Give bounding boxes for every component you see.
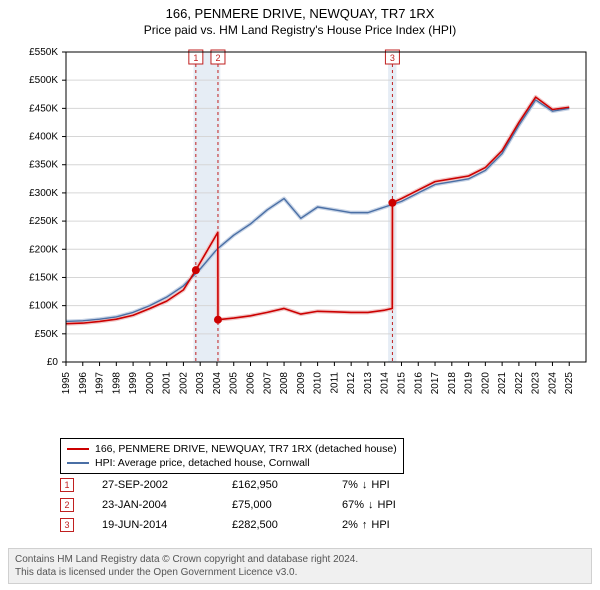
svg-text:3: 3 [390,53,395,63]
sale-diff: 67%↓HPI [342,499,432,511]
svg-text:2019: 2019 [464,372,475,395]
chart-svg: £0 £50K £100K £150K £200K £250K £300K £350K £400… [8,48,592,428]
svg-text:2008: 2008 [279,372,290,395]
sale-date: 27-SEP-2002 [102,479,232,491]
svg-text:£150K: £150K [29,272,58,283]
svg-text:£200K: £200K [29,244,58,255]
legend-row: 166, PENMERE DRIVE, NEWQUAY, TR7 1RX (de… [67,442,397,456]
svg-text:1999: 1999 [128,372,139,395]
sale-diff: 7%↓HPI [342,479,432,491]
svg-text:2001: 2001 [162,372,173,395]
svg-text:2000: 2000 [145,372,156,395]
svg-text:£50K: £50K [35,329,59,340]
svg-text:2013: 2013 [363,372,374,395]
sale-marker-box: 2 [60,498,74,512]
svg-text:2024: 2024 [547,372,558,395]
svg-text:2018: 2018 [447,372,458,395]
svg-text:2011: 2011 [329,372,340,394]
footer-line-2: This data is licensed under the Open Gov… [15,566,585,579]
svg-text:2004: 2004 [212,372,223,395]
legend-label: HPI: Average price, detached house, Corn… [95,456,310,470]
chart-container: 166, PENMERE DRIVE, NEWQUAY, TR7 1RX Pri… [0,0,600,590]
svg-text:£550K: £550K [29,48,58,58]
svg-text:2025: 2025 [564,372,575,395]
sale-diff: 2%↑HPI [342,519,432,531]
svg-text:2009: 2009 [296,372,307,395]
sale-date: 19-JUN-2014 [102,519,232,531]
legend-label: 166, PENMERE DRIVE, NEWQUAY, TR7 1RX (de… [95,442,397,456]
arrow-down-icon: ↓ [362,479,368,491]
svg-text:£0: £0 [47,357,59,368]
svg-text:2015: 2015 [396,372,407,395]
svg-text:£100K: £100K [29,301,58,312]
arrow-up-icon: ↑ [362,519,368,531]
legend: 166, PENMERE DRIVE, NEWQUAY, TR7 1RX (de… [60,438,404,474]
footer-line-1: Contains HM Land Registry data © Crown c… [15,553,585,566]
chart-subtitle: Price paid vs. HM Land Registry's House … [0,23,600,37]
svg-text:£450K: £450K [29,103,58,114]
svg-text:1998: 1998 [111,372,122,395]
legend-swatch [67,448,89,450]
svg-text:2023: 2023 [531,372,542,395]
svg-text:£500K: £500K [29,75,58,86]
svg-text:£400K: £400K [29,132,58,143]
svg-text:2002: 2002 [178,372,189,395]
svg-text:1: 1 [193,53,198,63]
svg-text:1996: 1996 [78,372,89,395]
title-block: 166, PENMERE DRIVE, NEWQUAY, TR7 1RX Pri… [0,0,600,37]
chart-title-address: 166, PENMERE DRIVE, NEWQUAY, TR7 1RX [0,6,600,21]
svg-text:2022: 2022 [514,372,525,395]
sale-marker-box: 3 [60,518,74,532]
chart-area: £0 £50K £100K £150K £200K £250K £300K £350K £400… [8,48,592,428]
sale-date: 23-JAN-2004 [102,499,232,511]
svg-text:2005: 2005 [229,372,240,395]
sales-table: 1 27-SEP-2002£162,9507%↓HPI 2 23-JAN-2004£7… [60,478,432,538]
svg-text:2021: 2021 [497,372,508,395]
svg-text:1995: 1995 [61,372,72,395]
svg-text:2007: 2007 [262,372,273,395]
svg-text:2010: 2010 [313,372,324,395]
sale-row: 3 19-JUN-2014£282,5002%↑HPI [60,518,432,532]
svg-text:2016: 2016 [413,372,424,395]
sale-row: 2 23-JAN-2004£75,00067%↓HPI [60,498,432,512]
arrow-down-icon: ↓ [368,499,374,511]
svg-text:2: 2 [215,53,220,63]
sale-row: 1 27-SEP-2002£162,9507%↓HPI [60,478,432,492]
svg-text:2017: 2017 [430,372,441,395]
svg-text:2020: 2020 [480,372,491,395]
svg-text:1997: 1997 [95,372,106,395]
sale-marker-box: 1 [60,478,74,492]
attribution-footer: Contains HM Land Registry data © Crown c… [8,548,592,584]
svg-text:2006: 2006 [246,372,257,395]
sale-price: £282,500 [232,519,342,531]
svg-text:2014: 2014 [380,372,391,395]
legend-swatch [67,462,89,464]
svg-text:£350K: £350K [29,160,58,171]
sale-price: £162,950 [232,479,342,491]
legend-row: HPI: Average price, detached house, Corn… [67,456,397,470]
svg-text:2003: 2003 [195,372,206,395]
svg-text:£300K: £300K [29,188,58,199]
svg-text:£250K: £250K [29,216,58,227]
sale-price: £75,000 [232,499,342,511]
svg-text:2012: 2012 [346,372,357,395]
